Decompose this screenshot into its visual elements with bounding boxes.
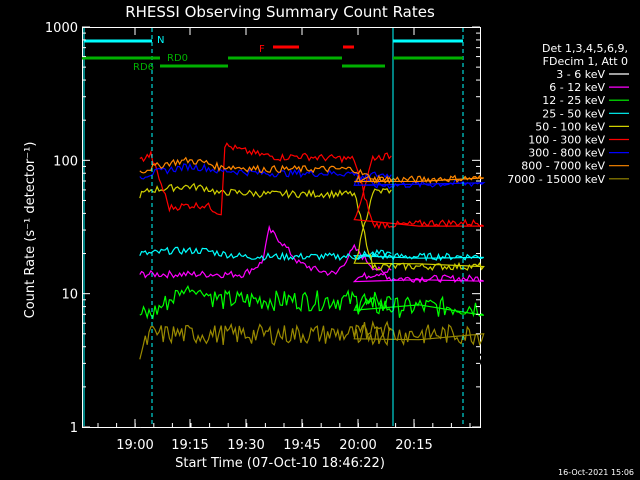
x-tick-label-0: 19:00 bbox=[116, 438, 153, 453]
x-tick-label-2: 19:30 bbox=[227, 438, 264, 453]
legend-label-8: 7000 - 15000 keV bbox=[507, 173, 605, 186]
y-tick-label-2: 100 bbox=[53, 154, 78, 169]
timestamp: 16-Oct-2021 15:06 bbox=[558, 468, 634, 477]
legend-header-0: Det 1,3,4,5,6,9, bbox=[542, 42, 628, 55]
series-line-3 bbox=[139, 246, 484, 262]
y-tick-layer: 1 10 100 1000 bbox=[45, 21, 480, 436]
series-line-5 bbox=[139, 142, 484, 230]
legend-label-5: 100 - 300 keV bbox=[528, 134, 605, 147]
y-tick-label-0: 1 bbox=[70, 421, 78, 436]
y-tick-label-1: 10 bbox=[61, 288, 78, 303]
y-tick-label-3: 1000 bbox=[45, 21, 78, 36]
series-line-1 bbox=[139, 224, 484, 284]
series-line-4 bbox=[139, 182, 485, 272]
flag-label-n: N bbox=[157, 35, 164, 46]
series-line-8 bbox=[139, 320, 485, 360]
series-line-6 bbox=[139, 162, 486, 190]
legend-header-1: FDecim 1, Att 0 bbox=[543, 55, 628, 68]
x-tick-layer: 19:00 19:15 19:30 19:45 20:00 20:15 bbox=[97, 27, 471, 453]
series-line-0 bbox=[138, 257, 485, 428]
legend-label-4: 50 - 100 keV bbox=[535, 120, 605, 133]
plot-frame bbox=[82, 27, 481, 428]
legend-label-6: 300 - 800 keV bbox=[528, 147, 605, 160]
series-line-7 bbox=[139, 156, 484, 185]
x-tick-label-1: 19:15 bbox=[171, 438, 208, 453]
x-tick-label-3: 19:45 bbox=[283, 438, 320, 453]
legend: Det 1,3,4,5,6,9,FDecim 1, Att 03 - 6 keV… bbox=[507, 42, 629, 186]
series-line-2 bbox=[139, 285, 485, 320]
chart-title: RHESSI Observing Summary Count Rates bbox=[125, 3, 435, 21]
legend-label-0: 3 - 6 keV bbox=[556, 68, 605, 81]
legend-label-3: 25 - 50 keV bbox=[542, 107, 605, 120]
x-axis-label: Start Time (07-Oct-10 18:46:22) bbox=[175, 456, 385, 471]
legend-label-1: 6 - 12 keV bbox=[549, 81, 605, 94]
legend-label-2: 12 - 25 keV bbox=[542, 94, 605, 107]
flag-label-f: F bbox=[259, 44, 265, 55]
x-tick-label-5: 20:15 bbox=[395, 438, 432, 453]
legend-label-7: 800 - 7000 keV bbox=[521, 160, 605, 173]
series-layer bbox=[138, 142, 486, 428]
flag-label-rd6: RD6 bbox=[133, 62, 154, 73]
y-axis-label: Count Rate (s⁻¹ detector⁻¹) bbox=[23, 142, 38, 319]
flag-label-rd0: RD0 bbox=[167, 53, 188, 64]
x-tick-label-4: 20:00 bbox=[339, 438, 376, 453]
